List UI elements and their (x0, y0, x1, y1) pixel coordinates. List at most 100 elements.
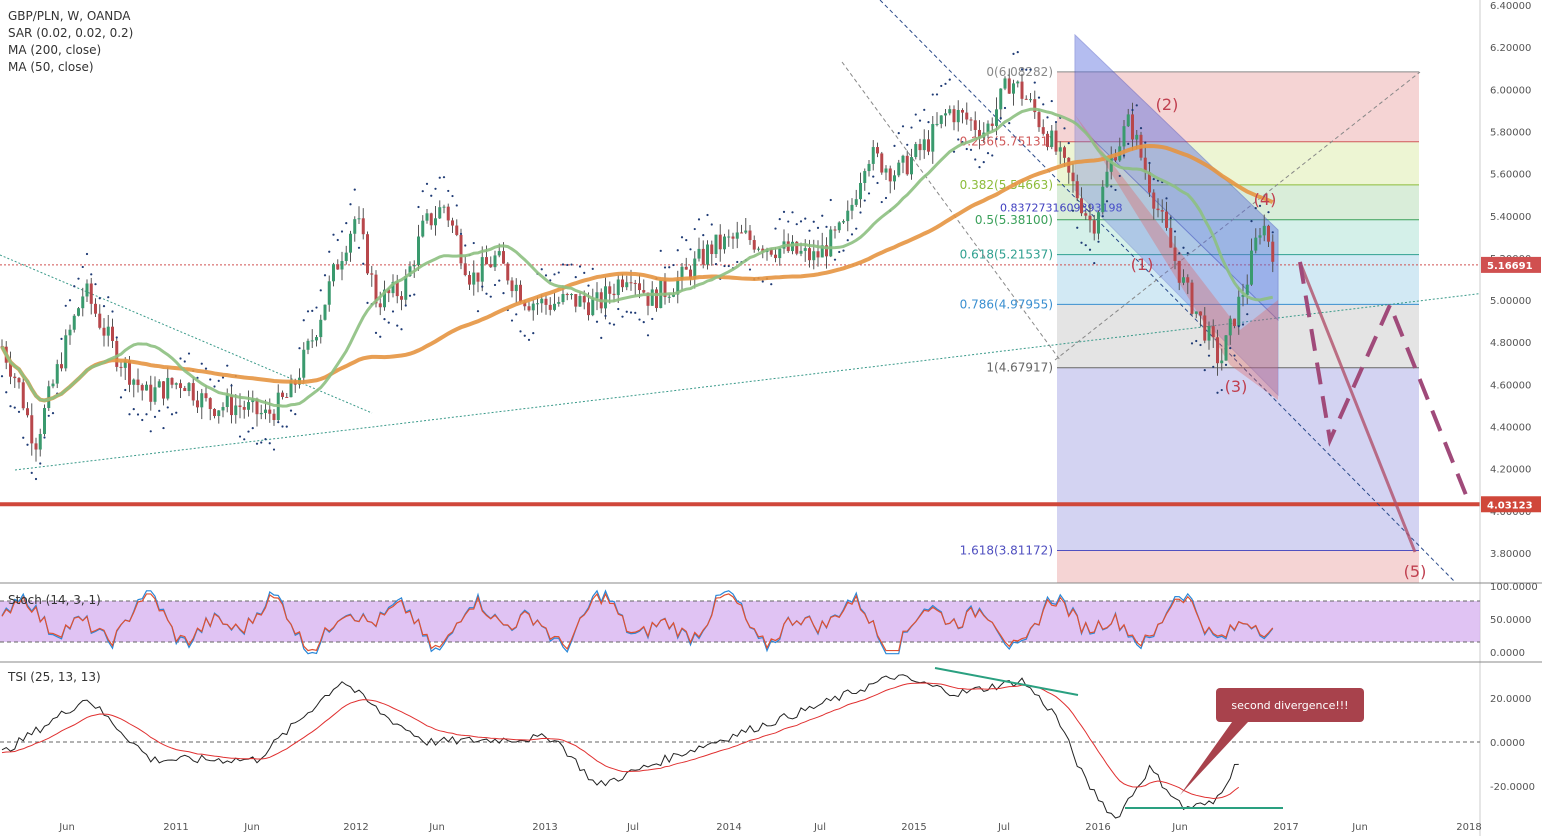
current-price-badge (1481, 256, 1541, 273)
sar-dot (629, 311, 633, 314)
sar-dot (1071, 209, 1075, 212)
candle-body (1041, 127, 1045, 134)
candle-body (225, 395, 229, 407)
sar-dot (124, 388, 127, 392)
candle-body (43, 408, 46, 435)
candle-body (1109, 156, 1113, 172)
candle-body (468, 275, 471, 285)
sar-dot (884, 196, 888, 200)
candle-body (514, 284, 518, 292)
sar-dot (1271, 231, 1274, 234)
x-label-9: 2015 (901, 822, 926, 833)
sar-dot (442, 176, 446, 179)
sar-dot (136, 413, 140, 416)
sar-dot (1118, 174, 1121, 178)
sar-dot (128, 413, 131, 416)
sar-dot (672, 263, 675, 267)
candle-body (633, 282, 637, 284)
candle-body (412, 265, 416, 267)
candle-body (1173, 247, 1177, 261)
candle-body (693, 258, 697, 279)
candle-body (684, 266, 688, 270)
sar-dot (931, 93, 934, 96)
candle-body (1033, 99, 1037, 113)
sar-dot (697, 218, 701, 221)
sar-dot (417, 205, 420, 209)
candle-body (1080, 198, 1083, 214)
candle-body (871, 147, 875, 164)
candle-body (650, 289, 654, 306)
candle-body (638, 283, 641, 291)
candle-body (81, 296, 85, 309)
fib-zone-1 (1057, 141, 1419, 185)
candle-body (340, 261, 344, 270)
sar-dot (829, 198, 832, 202)
sar-dot (999, 117, 1002, 120)
sar-dot (107, 296, 110, 299)
candle-body (850, 204, 854, 211)
sar-dot (94, 283, 97, 286)
sar-dot (515, 313, 518, 316)
sar-dot (328, 250, 331, 253)
candle-body (315, 337, 318, 341)
sar-dot (770, 283, 773, 286)
candle-body (1037, 112, 1041, 128)
sar-dot (434, 187, 437, 190)
sar-dot (867, 192, 871, 195)
candle-body (655, 289, 658, 309)
candle-body (1216, 337, 1219, 364)
candle-body (795, 241, 799, 254)
tsi-line (1, 674, 1239, 819)
candle-body (939, 115, 943, 124)
candle-body (429, 213, 433, 226)
sar-dot (668, 266, 671, 269)
wave-label-5: (5) (1404, 562, 1427, 581)
candle-body (667, 296, 671, 298)
sar-dot (1046, 116, 1049, 119)
candle-body (591, 298, 595, 316)
sar-dot (659, 249, 662, 252)
candle-body (72, 315, 76, 330)
sar-dot (604, 314, 607, 317)
tsi-label: TSI (25, 13, 13) (8, 670, 101, 684)
sar-dot (132, 408, 135, 411)
sar-dot (1203, 369, 1206, 372)
candle-body (1245, 284, 1249, 295)
candle-body (714, 234, 718, 255)
fib-label-3: 0.5(5.38100) (975, 213, 1053, 227)
candle-body (1024, 98, 1028, 100)
candle-body (200, 393, 204, 408)
candle-body (1224, 335, 1228, 361)
candle-body (884, 168, 888, 173)
price-axis-bg (1480, 0, 1542, 836)
candle-body (119, 366, 123, 368)
candle-body (238, 405, 242, 408)
candle-body (578, 296, 582, 307)
candle-body (230, 395, 233, 416)
sar-dot (362, 262, 365, 265)
candle-body (1084, 213, 1088, 216)
sar-dot (821, 214, 824, 217)
candle-body (51, 383, 55, 387)
candle-body (217, 410, 221, 417)
legend-symbol: GBP/PLN, W, OANDA (8, 9, 131, 23)
sar-dot (923, 108, 926, 111)
sar-dot (430, 194, 433, 197)
candle-body (952, 109, 956, 123)
sar-dot (379, 335, 382, 338)
candle-body (1063, 147, 1066, 158)
candle-body (574, 294, 578, 307)
x-label-13: 2017 (1273, 822, 1298, 833)
sar-dot (1050, 99, 1053, 103)
sar-dot (927, 121, 930, 124)
candle-body (527, 306, 531, 311)
sar-dot (600, 336, 603, 339)
candle-body (710, 244, 714, 255)
candle-body (170, 377, 174, 385)
candle-body (111, 326, 114, 341)
wave-label-4: (4) (1254, 190, 1277, 209)
price-tick-7: 5.00000 (1490, 296, 1531, 307)
sar-dot (969, 148, 973, 151)
trendline-down (0, 254, 373, 414)
